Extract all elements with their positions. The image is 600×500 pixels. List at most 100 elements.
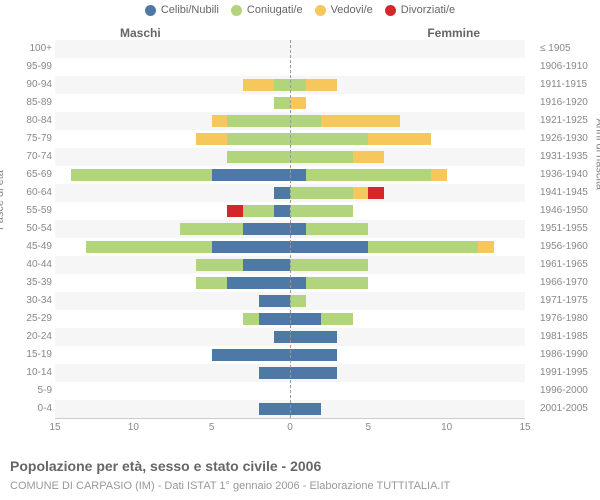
age-label: 70-74 (0, 148, 52, 166)
female-bar (290, 151, 384, 163)
age-label: 80-84 (0, 112, 52, 130)
segment (290, 313, 321, 325)
age-label: 0-4 (0, 400, 52, 418)
segment (227, 115, 290, 127)
birth-label: 1986-1990 (540, 346, 600, 364)
age-label: 60-64 (0, 184, 52, 202)
gender-right-label: Femmine (427, 26, 480, 40)
birth-label: 1976-1980 (540, 310, 600, 328)
segment (290, 187, 353, 199)
male-bar (274, 331, 290, 343)
segment (259, 367, 290, 379)
x-tick: 10 (128, 422, 139, 433)
legend-swatch (385, 5, 396, 16)
female-bar (290, 241, 494, 253)
female-bar (290, 403, 321, 415)
male-bar (71, 169, 290, 181)
birth-label: 1931-1935 (540, 148, 600, 166)
age-label: 45-49 (0, 238, 52, 256)
segment (227, 205, 243, 217)
segment (353, 187, 369, 199)
birth-label: 1906-1910 (540, 58, 600, 76)
age-label: 20-24 (0, 328, 52, 346)
birth-label: 1936-1940 (540, 166, 600, 184)
x-tick: 10 (441, 422, 452, 433)
segment (290, 169, 306, 181)
segment (353, 151, 384, 163)
segment (290, 403, 321, 415)
legend-item: Vedovi/e (315, 4, 373, 16)
female-bar (290, 79, 337, 91)
segment (243, 205, 274, 217)
segment (290, 367, 337, 379)
male-bar (274, 97, 290, 109)
segment (71, 169, 212, 181)
legend-label: Coniugati/e (247, 4, 303, 16)
female-bar (290, 133, 431, 145)
legend-item: Coniugati/e (231, 4, 303, 16)
age-label: 30-34 (0, 292, 52, 310)
segment (321, 115, 399, 127)
birth-label: 1961-1965 (540, 256, 600, 274)
segment (368, 187, 384, 199)
female-bar (290, 367, 337, 379)
y-axis-right: ≤ 19051906-19101911-19151916-19201921-19… (540, 40, 600, 418)
birth-label: 1996-2000 (540, 382, 600, 400)
age-label: 40-44 (0, 256, 52, 274)
legend: Celibi/Nubili Coniugati/e Vedovi/e Divorzia… (0, 4, 600, 19)
segment (306, 223, 369, 235)
segment (290, 151, 353, 163)
legend-swatch (231, 5, 242, 16)
segment (274, 205, 290, 217)
segment (243, 313, 259, 325)
x-tick: 15 (519, 422, 530, 433)
segment (321, 313, 352, 325)
page: Celibi/Nubili Coniugati/e Vedovi/e Divorzia… (0, 0, 600, 500)
birth-label: 1916-1920 (540, 94, 600, 112)
female-bar (290, 115, 400, 127)
center-line (290, 40, 291, 418)
male-bar (212, 115, 290, 127)
footer-title: Popolazione per età, sesso e stato civil… (10, 458, 321, 474)
male-bar (243, 79, 290, 91)
male-bar (227, 151, 290, 163)
legend-item: Divorziati/e (385, 4, 455, 16)
male-bar (274, 187, 290, 199)
x-tick: 5 (209, 422, 215, 433)
segment (259, 403, 290, 415)
female-bar (290, 223, 368, 235)
x-axis: 15105051015 (55, 418, 525, 441)
x-tick: 15 (49, 422, 60, 433)
segment (306, 79, 337, 91)
x-tick: 5 (366, 422, 372, 433)
birth-label: ≤ 1905 (540, 40, 600, 58)
segment (196, 259, 243, 271)
segment (274, 79, 290, 91)
age-label: 95-99 (0, 58, 52, 76)
footer-subtitle: COMUNE DI CARPASIO (IM) - Dati ISTAT 1° … (10, 480, 450, 492)
segment (290, 241, 368, 253)
segment (227, 151, 290, 163)
age-label: 90-94 (0, 76, 52, 94)
segment (290, 79, 306, 91)
male-bar (227, 205, 290, 217)
birth-label: 1946-1950 (540, 202, 600, 220)
male-bar (86, 241, 290, 253)
gender-left-label: Maschi (120, 26, 161, 40)
male-bar (180, 223, 290, 235)
birth-label: 1981-1985 (540, 328, 600, 346)
segment (212, 241, 290, 253)
birth-label: 1971-1975 (540, 292, 600, 310)
age-label: 65-69 (0, 166, 52, 184)
birth-label: 1911-1915 (540, 76, 600, 94)
segment (196, 133, 227, 145)
segment (274, 331, 290, 343)
birth-label: 1991-1995 (540, 364, 600, 382)
birth-label: 1951-1955 (540, 220, 600, 238)
segment (243, 259, 290, 271)
age-label: 100+ (0, 40, 52, 58)
age-label: 55-59 (0, 202, 52, 220)
y-axis-left: 100+95-9990-9485-8980-8475-7970-7465-696… (0, 40, 52, 418)
legend-item: Celibi/Nubili (145, 4, 219, 16)
segment (259, 313, 290, 325)
